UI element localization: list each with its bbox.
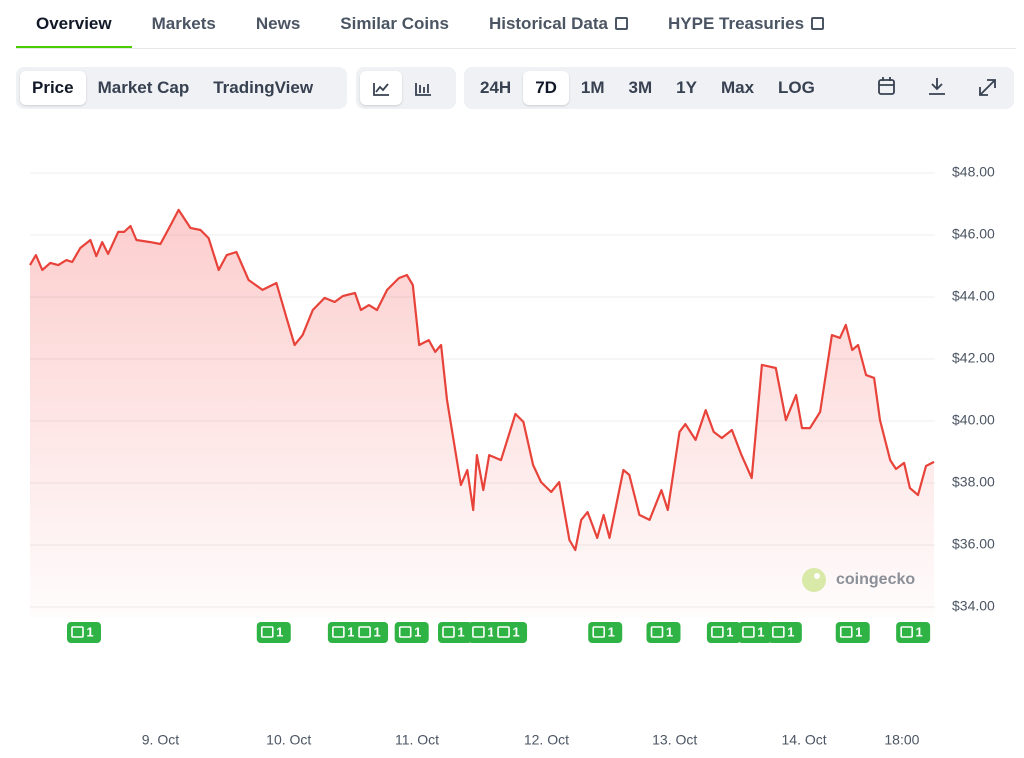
tab[interactable]: Overview <box>16 0 132 48</box>
badge-count: 1 <box>487 624 494 639</box>
badge-count: 1 <box>666 624 673 639</box>
y-tick-label: $44.00 <box>952 288 995 304</box>
toolbar-button[interactable]: LOG <box>778 78 815 97</box>
x-tick-label: 10. Oct <box>266 732 311 748</box>
tab-label: Markets <box>151 14 216 33</box>
badge-count: 1 <box>457 624 464 639</box>
tab-label: HYPE Treasuries <box>667 14 805 33</box>
watermark-text: coingecko <box>836 571 915 588</box>
line-chart-button[interactable] <box>360 71 402 105</box>
badge-count: 1 <box>608 624 615 639</box>
badge-icon <box>900 626 913 638</box>
badge-count: 1 <box>86 624 93 639</box>
badge-count: 1 <box>916 624 923 639</box>
y-tick-label: $34.00 <box>952 598 995 614</box>
toolbar-button[interactable]: 3M <box>628 78 653 97</box>
tab-label: Historical Data <box>488 14 608 33</box>
tab[interactable]: HYPE Treasuries <box>648 0 844 48</box>
news-badge[interactable]: 1 <box>327 622 362 643</box>
toolbar-button[interactable]: 1M <box>580 78 605 97</box>
badge-icon <box>650 626 664 638</box>
badge-icon <box>711 626 724 638</box>
news-badge[interactable]: 1 <box>737 622 772 643</box>
news-badge[interactable]: 1 <box>394 622 429 643</box>
candle-chart-button[interactable] <box>402 71 444 105</box>
price-line <box>29 208 935 552</box>
news-badge[interactable]: 1 <box>66 622 101 643</box>
tab[interactable]: Historical Data <box>469 0 648 48</box>
badge-count: 1 <box>414 624 421 639</box>
news-badge[interactable]: 1 <box>493 622 528 643</box>
badge-count: 1 <box>276 624 283 639</box>
x-tick-label: 13. Oct <box>652 732 697 748</box>
badge-icon <box>71 626 84 638</box>
toolbar-button[interactable]: 24H <box>480 78 512 97</box>
toolbar-button[interactable]: TradingView <box>213 78 314 97</box>
badge-icon <box>358 626 371 638</box>
news-badge[interactable]: 1 <box>438 622 473 643</box>
x-tick-label: 14. Oct <box>782 732 827 748</box>
badge-count: 1 <box>373 624 380 639</box>
news-badge[interactable]: 1 <box>256 622 291 643</box>
range-group: 24H 7D 1M 3M 1Y Max LOG <box>464 67 1014 109</box>
badge-icon <box>332 626 345 638</box>
news-badge[interactable]: 1 <box>896 622 931 643</box>
toolbar-button[interactable]: Market Cap <box>97 78 190 97</box>
y-tick-label: $46.00 <box>952 226 995 242</box>
y-tick-label: $42.00 <box>952 350 995 366</box>
y-tick-label: $38.00 <box>952 474 995 490</box>
toolbar-button[interactable]: Max <box>720 78 755 97</box>
badge-icon <box>839 626 853 638</box>
tab[interactable]: Markets <box>132 0 236 48</box>
badge-count: 1 <box>855 624 862 639</box>
toolbar-button[interactable]: 7D <box>523 71 569 105</box>
news-badge[interactable]: 1 <box>767 622 802 643</box>
badge-icon <box>398 626 412 638</box>
external-icon <box>811 17 825 30</box>
badge-icon <box>472 626 485 638</box>
price-area <box>30 209 934 618</box>
news-badge[interactable]: 1 <box>835 622 870 643</box>
y-tick-label: $40.00 <box>952 412 995 428</box>
watermark-logo-eye <box>814 573 820 579</box>
toolbar-button[interactable]: 1Y <box>676 78 697 97</box>
chart-style-group <box>356 67 456 109</box>
badge-count: 1 <box>347 624 354 639</box>
tab[interactable]: News <box>236 0 320 48</box>
watermark: coingecko <box>802 568 915 592</box>
news-badge[interactable]: 1 <box>354 622 389 643</box>
badge-count: 1 <box>726 624 733 639</box>
x-tick-label: 11. Oct <box>395 732 439 748</box>
x-tick-label: 18:00 <box>884 732 919 748</box>
tab-bar: Overview Markets News Similar Coins Historic… <box>16 0 1016 49</box>
badge-icon <box>442 626 455 638</box>
view-group: Price Market Cap TradingView <box>16 67 347 109</box>
y-tick-label: $36.00 <box>952 536 995 552</box>
badge-count: 1 <box>787 624 794 639</box>
x-tick-label: 9. Oct <box>142 732 179 748</box>
x-tick-label: 12. Oct <box>524 732 569 748</box>
external-icon <box>614 17 628 30</box>
tab-label: News <box>255 14 301 33</box>
badge-icon <box>772 626 785 638</box>
news-badge[interactable]: 1 <box>588 622 623 643</box>
toolbar-button[interactable]: Price <box>20 71 86 105</box>
tab-label: Similar Coins <box>340 14 449 33</box>
badge-icon <box>742 626 755 638</box>
badge-count: 1 <box>512 624 519 639</box>
badge-icon <box>497 626 510 638</box>
tab[interactable]: Similar Coins <box>320 0 469 48</box>
badge-count: 1 <box>757 624 764 639</box>
news-badge[interactable]: 1 <box>706 622 741 643</box>
y-tick-label: $48.00 <box>952 164 995 180</box>
news-badge[interactable]: 1 <box>646 622 681 643</box>
badge-icon <box>592 626 606 638</box>
watermark-logo <box>802 568 826 592</box>
badge-icon <box>260 626 274 638</box>
tab-label: Overview <box>36 14 112 33</box>
